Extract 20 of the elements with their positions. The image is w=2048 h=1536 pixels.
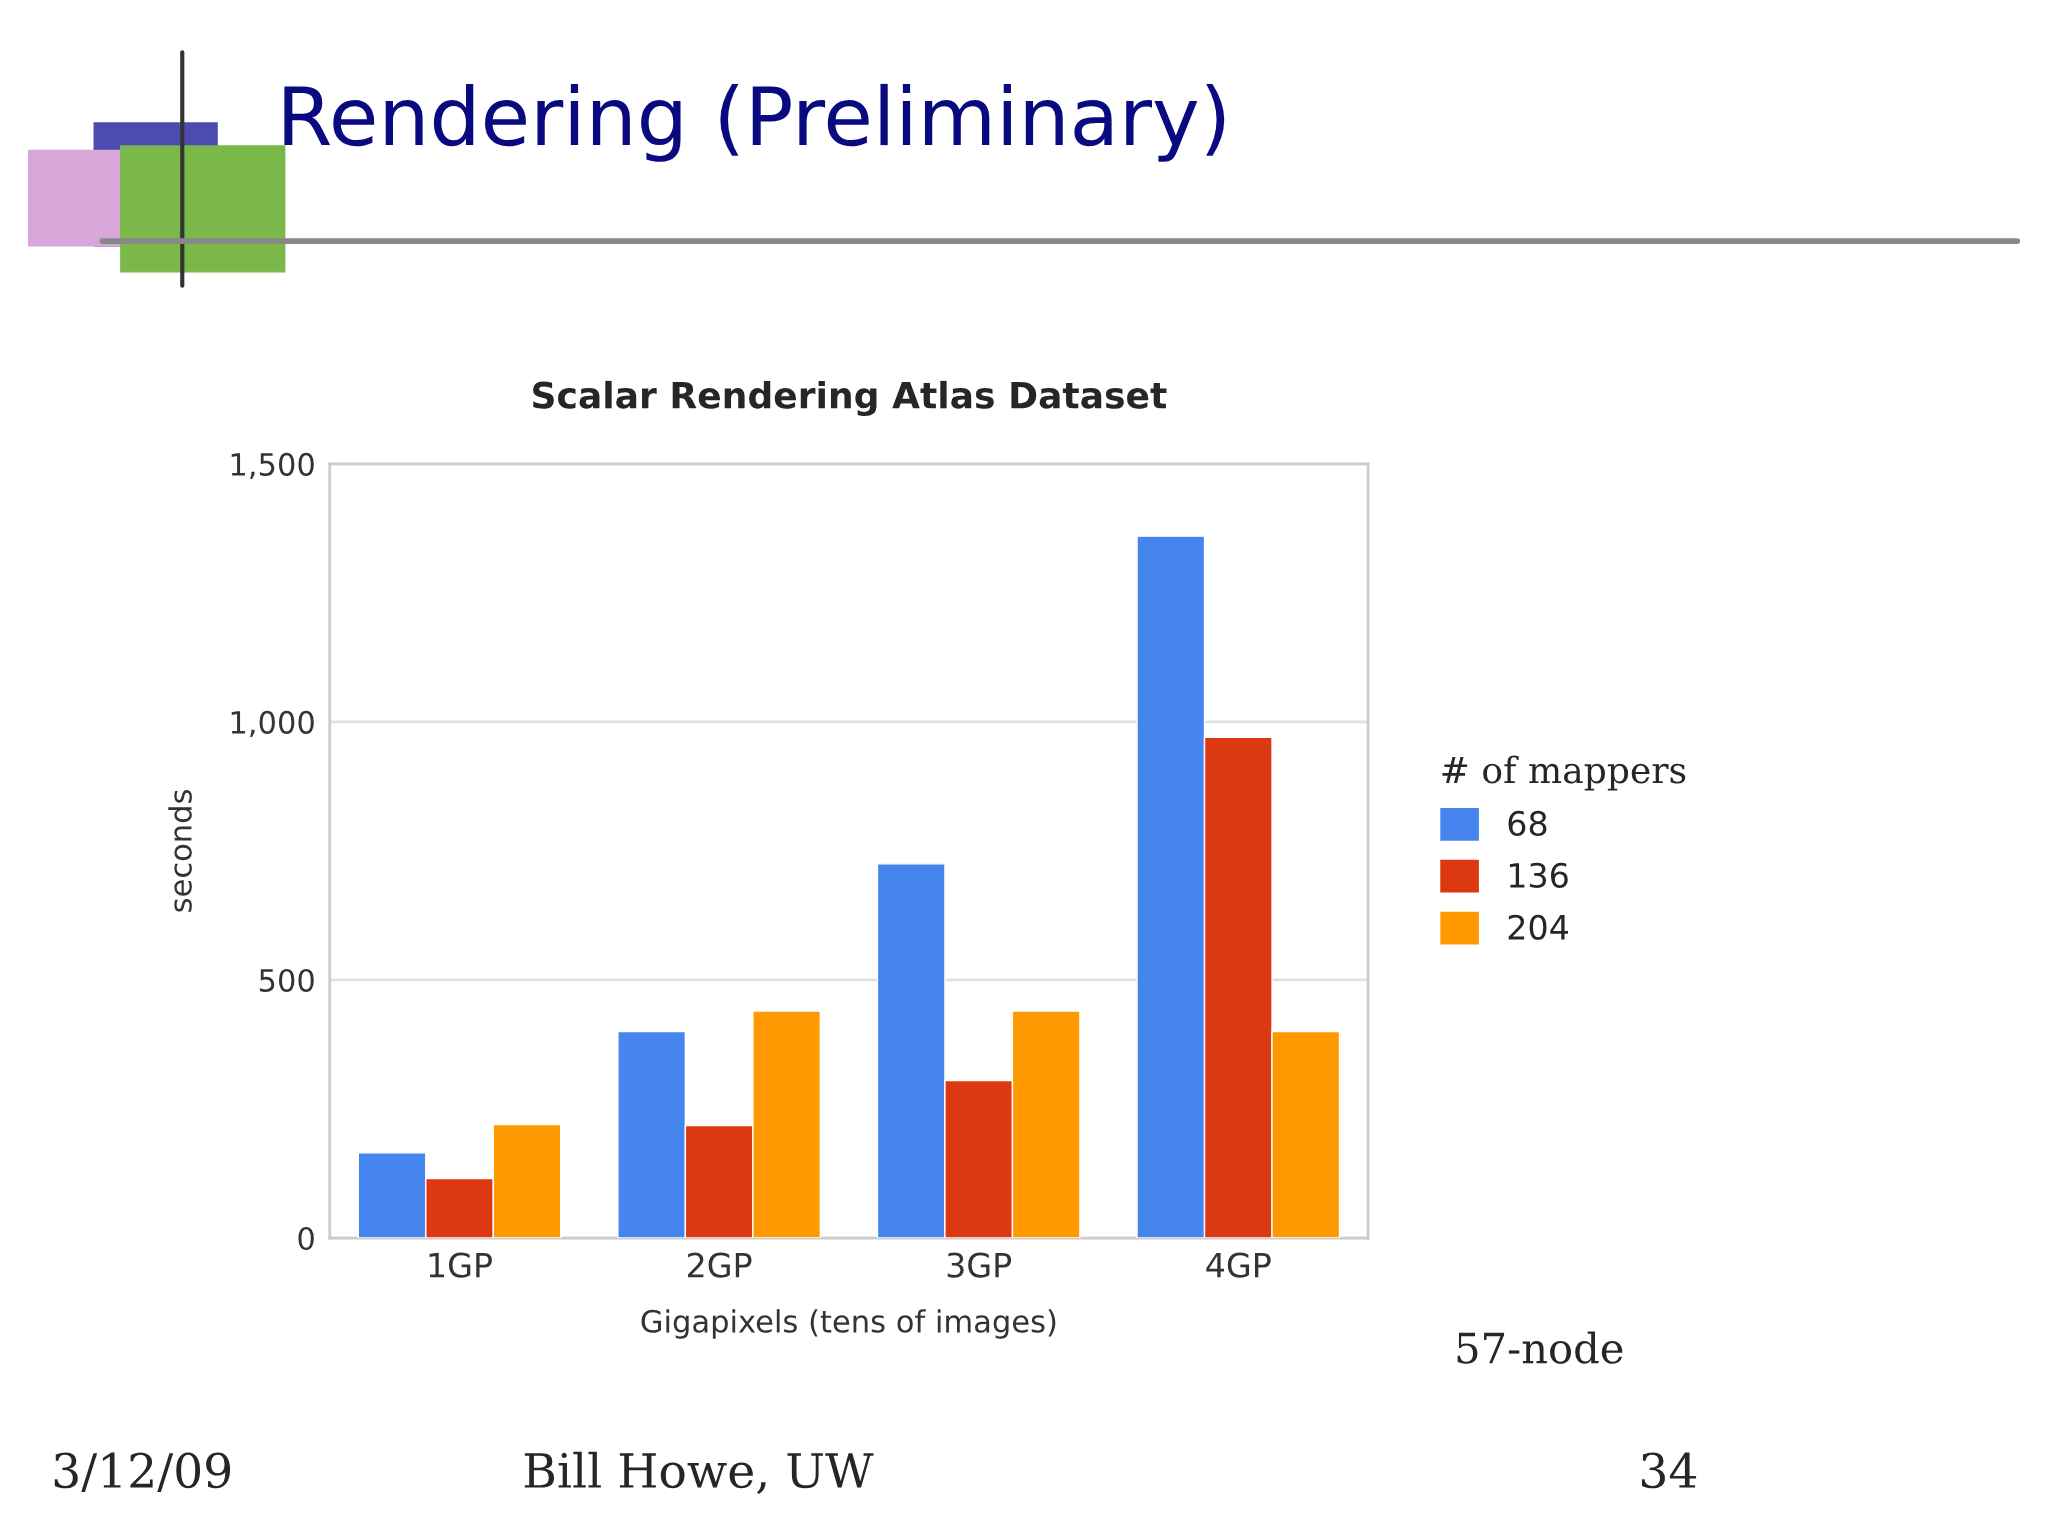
- legend-label: 204: [1508, 914, 1569, 940]
- y-tick-label: 1,000: [231, 710, 314, 738]
- x-tick-label: 3GP: [947, 1252, 1012, 1278]
- x-tick-label: 2GP: [687, 1252, 752, 1278]
- x-tick-label: 4GP: [1206, 1252, 1271, 1278]
- y-tick-label: 1,500: [231, 452, 314, 480]
- legend-label: 68: [1508, 810, 1547, 836]
- text: Bill Howe, UW: [524, 1451, 874, 1495]
- legend-label: 136: [1509, 862, 1568, 888]
- y-tick-label: 500: [259, 968, 314, 993]
- y-axis-title: seconds: [168, 789, 192, 912]
- x-axis-title: Gigapixels (tens of images): [641, 1309, 1056, 1339]
- text: 34: [1642, 1452, 1697, 1489]
- y-tick-label: 0: [298, 1226, 314, 1251]
- legend-title: # of mappers: [1442, 755, 1686, 791]
- chart-subtitle: Scalar Rendering Atlas Dataset: [533, 380, 1167, 417]
- text: 3/12/09: [54, 1452, 231, 1492]
- x-tick-label: 1GP: [429, 1252, 492, 1278]
- chart-title: Rendering (Preliminary): [284, 83, 1225, 162]
- text: 57-node: [1457, 1331, 1623, 1364]
